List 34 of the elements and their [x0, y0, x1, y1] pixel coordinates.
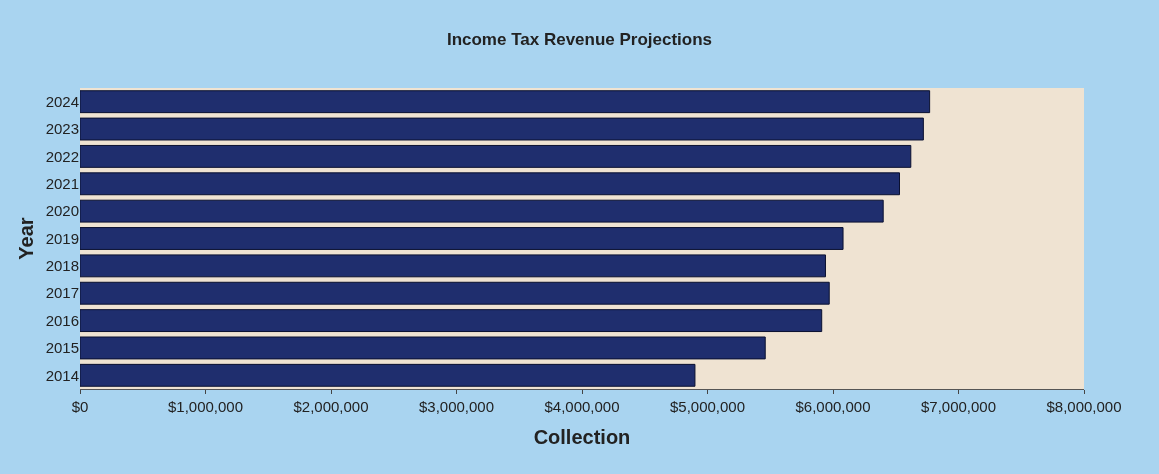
bar: [80, 336, 766, 360]
bar: [80, 281, 830, 305]
bar: [80, 199, 884, 223]
y-tick-label: 2020: [45, 202, 79, 220]
y-tick-label: 2024: [45, 92, 79, 110]
y-tick-label: 2023: [45, 120, 79, 138]
x-tick-label: $6,000,000: [795, 398, 871, 415]
y-tick-label: 2015: [45, 339, 79, 357]
bar: [80, 117, 924, 141]
x-tick-label: $3,000,000: [418, 398, 495, 415]
x-axis-title: Collection: [533, 425, 631, 448]
bar: [80, 144, 912, 168]
x-tick-label: $0: [71, 398, 89, 415]
y-tick-label: 2017: [45, 284, 79, 302]
x-tick-label: $2,000,000: [293, 398, 369, 415]
y-axis-title: Year: [15, 217, 38, 260]
bar: [80, 363, 696, 387]
y-tick-label: 2022: [45, 147, 79, 165]
x-tick-label: $1,000,000: [167, 398, 244, 415]
x-tick-label: $8,000,000: [1046, 398, 1122, 415]
x-tick-label: $4,000,000: [544, 398, 620, 415]
y-tick-label: 2019: [45, 229, 79, 247]
bar: [80, 227, 844, 250]
chart-title: Income Tax Revenue Projections: [446, 30, 713, 50]
bar: [80, 254, 826, 278]
y-tick-label: 2018: [45, 257, 79, 275]
y-tick-label: 2016: [45, 311, 79, 329]
bar: [80, 172, 901, 196]
bar: [80, 309, 823, 333]
y-tick-label: 2021: [45, 175, 79, 193]
bar: [80, 90, 931, 114]
x-tick-label: $5,000,000: [669, 398, 746, 415]
x-tick-label: $7,000,000: [920, 398, 997, 415]
y-tick-label: 2014: [45, 366, 79, 384]
